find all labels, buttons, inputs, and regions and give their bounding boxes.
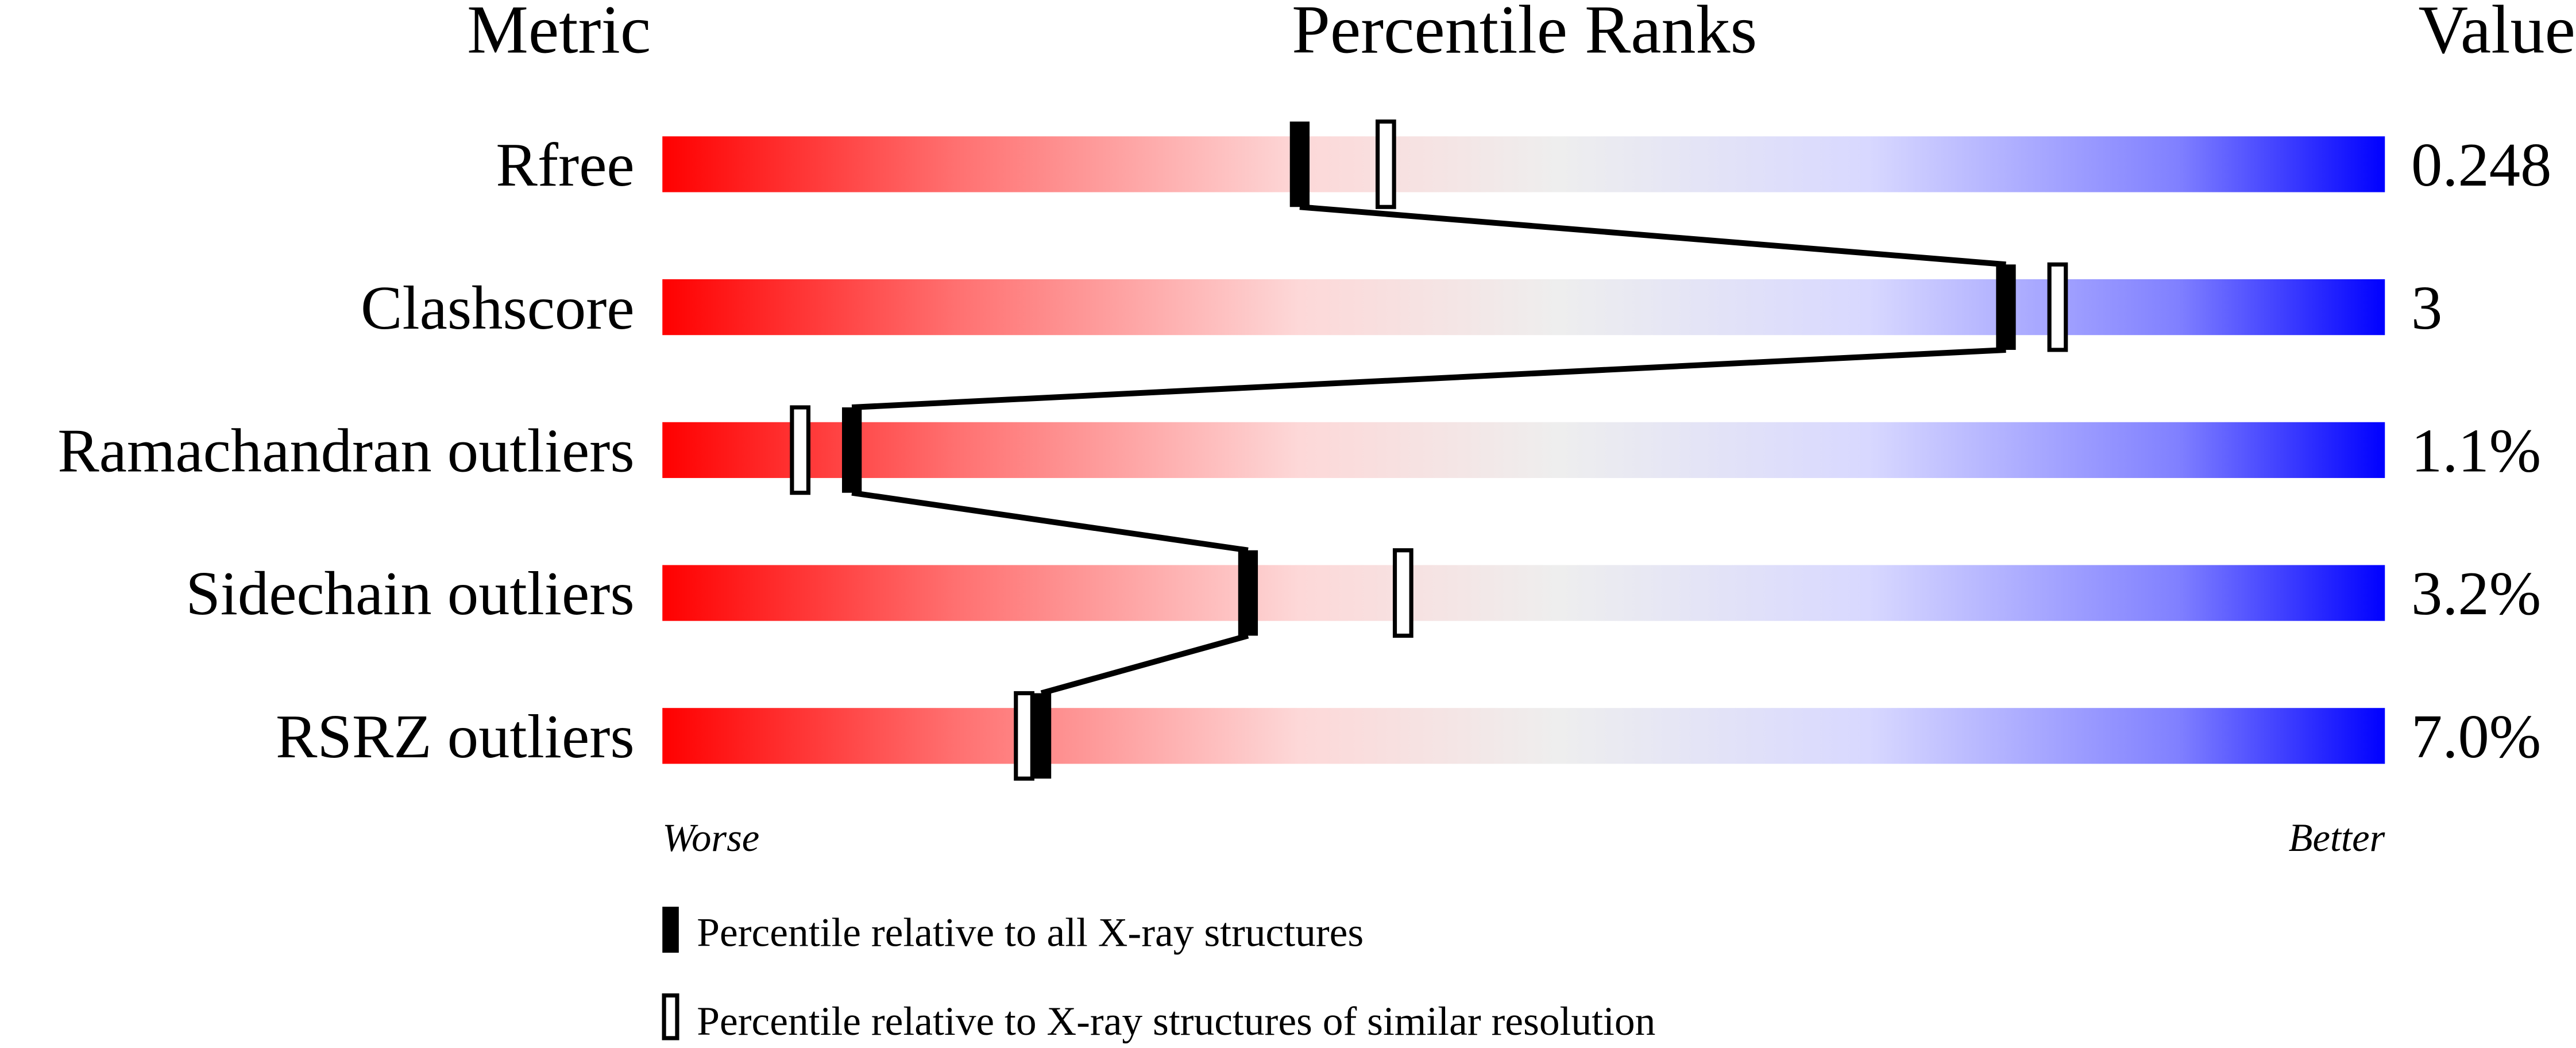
all-structures-percentile-marker [1238,550,1258,636]
connector-line [1040,633,1249,696]
header-percentile-ranks: Percentile Ranks [1292,0,1757,67]
legend-filled-label: Percentile relative to all X-ray structu… [697,910,1364,955]
legend-filled-marker [662,907,679,953]
percentile-bar [662,565,2385,621]
metric-value: 3 [2411,273,2442,342]
percentile-bar [662,136,2385,192]
connector-line [851,490,1249,553]
metric-label: Ramachandran outliers [57,417,634,486]
percentile-bar [662,279,2385,336]
legend-open-marker [662,993,679,1041]
similar-resolution-percentile-marker [2047,262,2068,352]
similar-resolution-percentile-marker [790,405,811,495]
all-structures-percentile-marker [1031,693,1052,779]
metric-value: 7.0% [2411,702,2541,771]
metric-value: 1.1% [2411,417,2541,486]
all-structures-percentile-marker [1996,264,2016,350]
header-value: Value [2419,0,2575,67]
all-structures-percentile-marker [841,407,862,493]
similar-resolution-percentile-marker [1375,119,1396,209]
axis-label-worse: Worse [662,816,759,860]
all-structures-percentile-marker [1289,121,1310,207]
percentile-bar [662,422,2385,478]
metric-value: 3.2% [2411,559,2541,628]
metric-value: 0.248 [2411,130,2551,199]
header-metric: Metric [467,0,651,67]
legend-open-label: Percentile relative to X-ray structures … [697,999,1655,1044]
axis-label-better: Better [2289,816,2385,860]
connector-line [851,346,2006,411]
metric-label: RSRZ outliers [276,702,635,771]
metric-label: Clashscore [361,273,635,342]
similar-resolution-percentile-marker [1014,691,1034,781]
metric-label: Rfree [496,130,634,199]
connector-line [1299,204,2006,268]
percentile-bar [662,708,2385,764]
similar-resolution-percentile-marker [1392,548,1413,638]
metric-label: Sidechain outliers [186,559,634,628]
